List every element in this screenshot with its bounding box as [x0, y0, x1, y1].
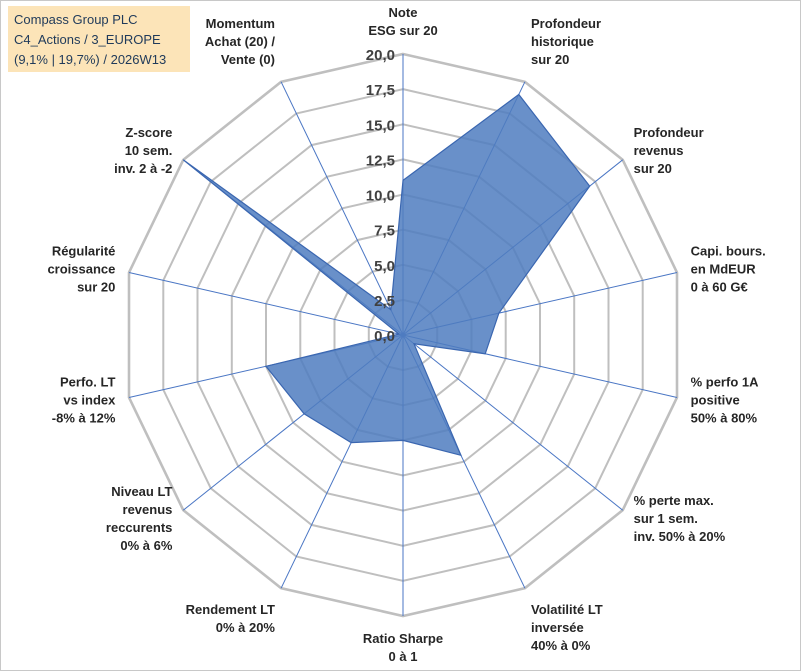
- category-label-layer: Note ESG sur 20 Profondeur historique sur 20…: [47, 5, 765, 664]
- category-label-line: Volatilité LT: [531, 602, 603, 617]
- category-label: Z-score 10 sem. inv. 2 à -2: [114, 125, 172, 176]
- category-label-line: Z-score: [125, 125, 172, 140]
- category-label-line: Régularité: [52, 243, 116, 258]
- category-label-line: Perfo. LT: [60, 375, 115, 390]
- category-label-line: sur 20: [634, 161, 672, 176]
- category-label-line: reccurents: [106, 520, 172, 535]
- category-label-line: 0% à 20%: [216, 620, 276, 635]
- category-label-line: inv. 2 à -2: [114, 161, 172, 176]
- tick-label: 20,0: [366, 47, 395, 64]
- category-label-line: inv. 50% à 20%: [634, 529, 726, 544]
- category-label-line: revenus: [634, 143, 684, 158]
- category-label-line: vs index: [63, 393, 116, 408]
- category-label: Régularité croissance sur 20: [47, 243, 115, 294]
- tick-layer: 0,0 2,5 5,0 7,5 10,0 12,5 15,0 17,5 20,0: [366, 47, 395, 345]
- category-label-line: croissance: [47, 261, 115, 276]
- category-label-line: Niveau LT: [111, 484, 172, 499]
- category-label-line: 10 sem.: [125, 143, 173, 158]
- title-line-3: (9,1% | 19,7%) / 2026W13: [14, 52, 167, 67]
- tick-label: 15,0: [366, 117, 395, 134]
- category-label-line: historique: [531, 34, 594, 49]
- category-label-line: 0 à 60 G€: [691, 279, 748, 294]
- category-label: Profondeur revenus sur 20: [634, 125, 704, 176]
- category-label: Momentum Achat (20) / Vente (0): [205, 16, 275, 67]
- category-label-line: revenus: [123, 502, 173, 517]
- category-label: Rendement LT 0% à 20%: [186, 602, 276, 635]
- category-label-line: 0 à 1: [389, 649, 418, 664]
- axis-spoke: [128, 272, 404, 336]
- category-label-line: Profondeur: [634, 125, 704, 140]
- category-label-line: en MdEUR: [691, 261, 757, 276]
- category-label-line: Profondeur: [531, 16, 601, 31]
- category-label-line: ESG sur 20: [368, 23, 437, 38]
- category-label-line: 0% à 6%: [120, 538, 172, 553]
- category-label-line: 40% à 0%: [531, 638, 591, 653]
- category-label: Capi. bours. en MdEUR 0 à 60 G€: [691, 243, 766, 294]
- tick-label: 5,0: [374, 258, 395, 275]
- category-label: Volatilité LT inversée 40% à 0%: [531, 602, 603, 653]
- category-label: % perfo 1A positive 50% à 80%: [691, 375, 760, 426]
- category-label-line: -8% à 12%: [52, 411, 116, 426]
- tick-label: 10,0: [366, 188, 395, 205]
- category-label: Note ESG sur 20: [368, 5, 437, 38]
- category-label: Profondeur historique sur 20: [531, 16, 601, 67]
- category-label-line: 50% à 80%: [691, 411, 758, 426]
- category-label-line: sur 20: [531, 52, 569, 67]
- category-label-line: sur 1 sem.: [634, 511, 698, 526]
- category-label: Niveau LT revenus reccurents 0% à 6%: [106, 484, 173, 553]
- category-label-line: Vente (0): [221, 52, 275, 67]
- category-label-line: % perte max.: [634, 493, 714, 508]
- category-label-line: Achat (20) /: [205, 34, 275, 49]
- title-line-1: Compass Group PLC: [14, 12, 138, 27]
- category-label-line: Capi. bours.: [691, 243, 766, 258]
- category-label: Perfo. LT vs index -8% à 12%: [52, 375, 116, 426]
- tick-label: 0,0: [374, 328, 395, 345]
- axis-spoke: [280, 81, 404, 336]
- category-label-line: positive: [691, 393, 740, 408]
- category-label-line: Momentum: [206, 16, 275, 31]
- category-label-line: % perfo 1A: [691, 375, 760, 390]
- category-label-line: inversée: [531, 620, 584, 635]
- category-label-line: Note: [389, 5, 418, 20]
- series-area: [182, 93, 591, 457]
- series-layer: [182, 93, 591, 457]
- title-box: Compass Group PLC C4_Actions / 3_EUROPE …: [8, 6, 190, 72]
- tick-label: 2,5: [374, 293, 395, 310]
- title-line-2: C4_Actions / 3_EUROPE: [14, 32, 161, 47]
- tick-label: 12,5: [366, 152, 395, 169]
- category-label-line: sur 20: [77, 279, 115, 294]
- axis-spoke: [402, 334, 624, 511]
- category-label: Ratio Sharpe 0 à 1: [363, 631, 443, 664]
- category-label-line: Ratio Sharpe: [363, 631, 443, 646]
- tick-label: 17,5: [366, 82, 395, 99]
- category-label-line: Rendement LT: [186, 602, 275, 617]
- category-label: % perte max. sur 1 sem. inv. 50% à 20%: [634, 493, 726, 544]
- tick-label: 7,5: [374, 223, 395, 240]
